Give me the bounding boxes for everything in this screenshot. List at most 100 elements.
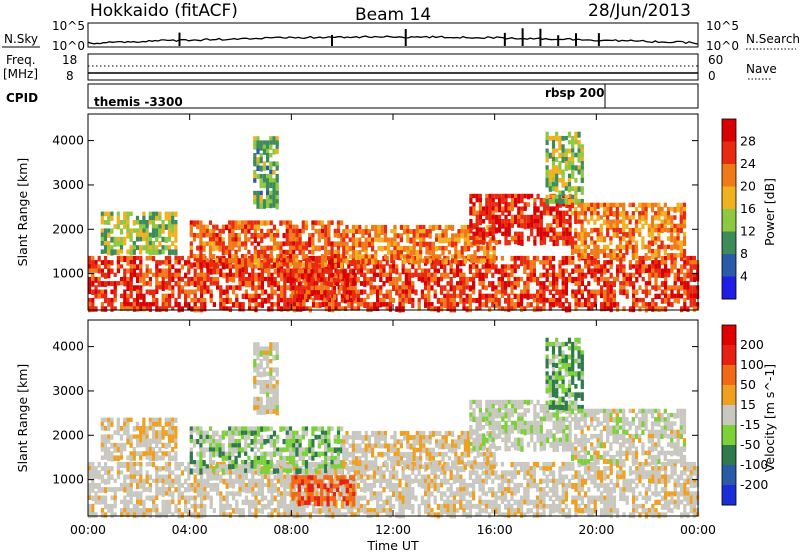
power-cell [606,276,610,283]
power-cell [305,289,309,296]
power-cell [259,190,263,196]
power-cell [310,277,314,284]
power-cell [174,297,178,303]
power-cell [539,214,543,220]
cpid-label: CPID [6,91,38,105]
velocity-cell [574,512,578,517]
power-cell [472,231,476,238]
power-cell [332,277,337,283]
power-cell [593,260,597,266]
power-cell [449,285,453,292]
power-cell [390,241,394,247]
power-cell [551,148,556,154]
power-cell [561,293,565,299]
power-cell [420,272,424,279]
power-cell [329,290,333,296]
power-cell [443,272,447,279]
velocity-cell [209,499,213,505]
power-cell [644,306,648,313]
power-cell [148,306,152,312]
power-cell [107,245,111,250]
power-cell [481,264,485,270]
power-cell [382,281,386,287]
power-cell [283,302,287,308]
power-cell [689,260,693,265]
power-cell [552,276,556,282]
power-cell [561,268,565,275]
power-cell [634,227,639,234]
velocity-cell [328,461,332,468]
power-cell [317,245,321,252]
power-cell [364,224,368,230]
velocity-cell [532,478,536,484]
power-cell [326,281,330,287]
velocity-cell [88,461,92,469]
velocity-cell [139,478,143,484]
power-cell [205,258,209,264]
power-cell [606,297,610,304]
velocity-cell [625,478,629,485]
power-cell [126,285,130,291]
power-cell [408,281,412,287]
power-cell [129,255,133,261]
velocity-cell [158,487,162,493]
power-cell [336,277,340,283]
velocity-cell [132,474,136,481]
power-cell [139,236,143,242]
power-cell [568,240,572,246]
power-cell [641,297,645,303]
power-cell [409,237,413,244]
power-cell [327,241,331,247]
power-cell [247,220,251,225]
velocity-cell [88,466,92,473]
power-cell [476,258,480,264]
power-cell [253,220,257,226]
power-cell [529,264,533,271]
power-cell [225,285,229,290]
velocity-cell [136,482,140,489]
power-cell [251,276,255,282]
velocity-cell [542,466,546,472]
power-cell [396,233,400,239]
velocity-cell [132,491,136,497]
power-cell [184,272,188,279]
velocity-cell [430,482,434,489]
power-cell [218,241,222,247]
power-cell [510,198,514,203]
velocity-cell [536,487,540,492]
power-cell [427,281,431,287]
power-cell [340,254,344,260]
power-cell [155,215,159,221]
power-cell [292,306,296,313]
velocity-cell [164,512,168,518]
power-cell [356,268,360,275]
power-cell [177,260,181,265]
power-cell [148,281,152,287]
power-cell [355,237,359,242]
power-cell [520,255,524,262]
power-cell [425,245,429,252]
velocity-cell [593,478,597,484]
power-cell [305,285,309,291]
velocity-cell [296,499,300,505]
power-cell [358,229,362,235]
power-cell [593,211,597,216]
power-cell [408,293,412,299]
power-cell [269,233,273,238]
velocity-cell [491,491,495,498]
power-cell [104,297,108,304]
velocity-cell [132,503,136,509]
velocity-cell [484,491,488,497]
power-cell [622,227,626,234]
velocity-cell [392,474,396,480]
power-cell [348,229,352,234]
velocity-cell [619,466,623,473]
power-cell [215,241,219,246]
power-cell [485,214,489,220]
velocity-cell [235,508,239,514]
power-cell [452,306,456,313]
power-cell [683,260,687,267]
power-cell [139,306,143,312]
power-cell [664,281,668,287]
power-cell [263,220,267,226]
